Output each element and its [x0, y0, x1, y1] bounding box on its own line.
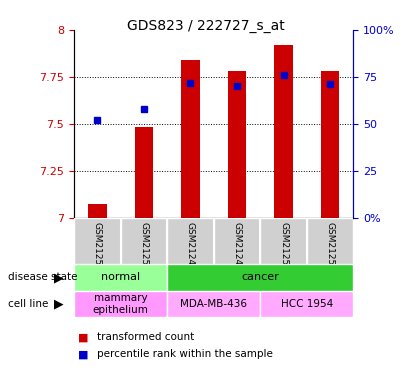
Text: percentile rank within the sample: percentile rank within the sample [97, 350, 272, 359]
Text: GSM21252: GSM21252 [93, 222, 102, 271]
Text: normal: normal [101, 273, 140, 282]
Text: ■: ■ [78, 333, 89, 342]
Text: ■: ■ [78, 350, 89, 359]
Bar [88, 204, 106, 218]
Bar [167, 217, 214, 264]
Text: transformed count: transformed count [97, 333, 194, 342]
Text: MDA-MB-436: MDA-MB-436 [180, 299, 247, 309]
Bar [307, 217, 353, 264]
Text: GSM21248: GSM21248 [186, 222, 195, 271]
Bar [74, 291, 167, 317]
Text: mammary
epithelium: mammary epithelium [92, 293, 148, 315]
Text: cancer: cancer [241, 273, 279, 282]
Bar [74, 217, 120, 264]
Bar [274, 45, 293, 218]
Text: GSM21250: GSM21250 [279, 222, 288, 271]
Text: GSM21251: GSM21251 [326, 222, 335, 271]
Bar [214, 217, 260, 264]
Text: GSM21253: GSM21253 [139, 222, 148, 271]
Bar [120, 217, 167, 264]
Text: GSM21249: GSM21249 [233, 222, 242, 271]
Bar [74, 264, 167, 291]
Bar [260, 291, 353, 317]
Text: ▶: ▶ [54, 271, 64, 284]
Bar [181, 60, 200, 217]
Bar [167, 291, 260, 317]
Text: cell line: cell line [8, 299, 48, 309]
Text: HCC 1954: HCC 1954 [281, 299, 333, 309]
Text: ▶: ▶ [54, 297, 64, 310]
Bar [228, 71, 246, 217]
Text: disease state: disease state [8, 273, 78, 282]
Bar [260, 217, 307, 264]
Text: GDS823 / 222727_s_at: GDS823 / 222727_s_at [127, 19, 284, 33]
Bar [134, 128, 153, 218]
Bar [321, 71, 339, 217]
Bar [167, 264, 353, 291]
